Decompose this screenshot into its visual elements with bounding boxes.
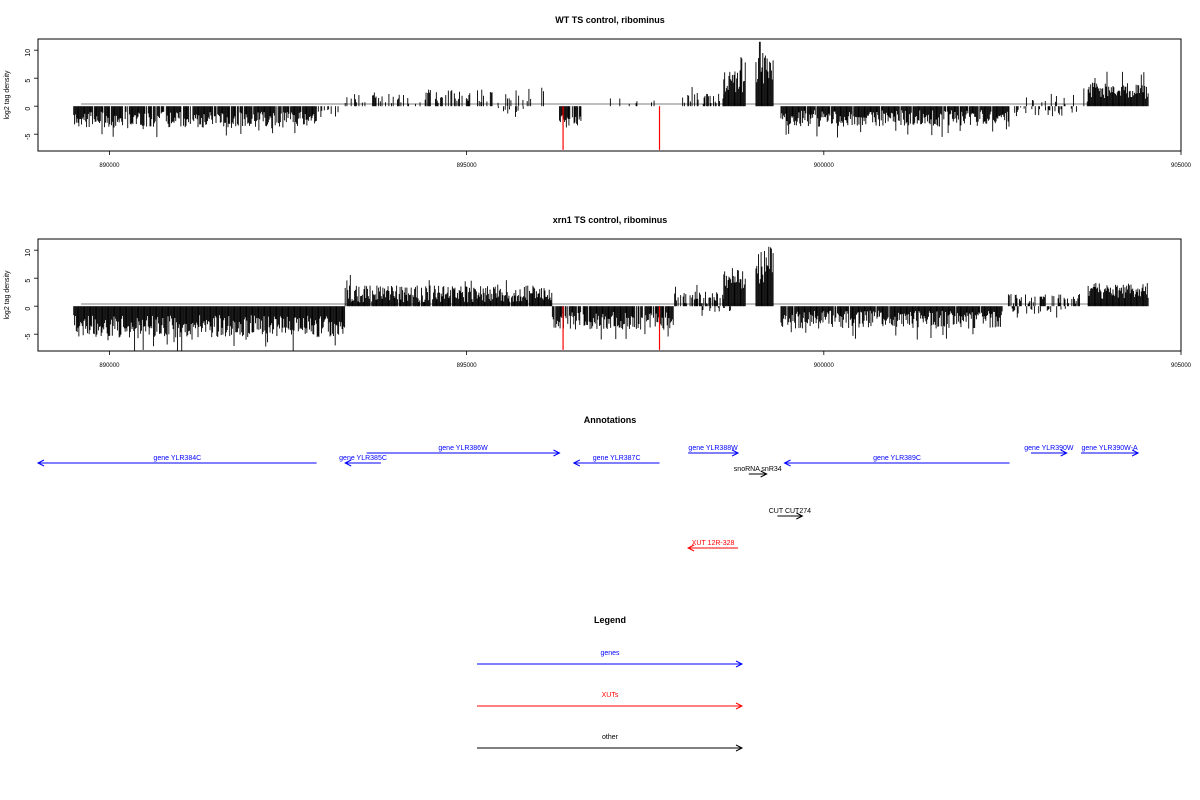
y-axis-label-wt: log2 tag density bbox=[4, 70, 11, 120]
annotation-arrowhead bbox=[760, 470, 768, 478]
annotation-arrowhead bbox=[796, 512, 804, 520]
annotation-arrowhead bbox=[686, 544, 695, 552]
annotation-label: CUT CUT274 bbox=[769, 508, 811, 515]
annotation-label: gene YLR389C bbox=[873, 455, 921, 462]
legend-panel: Legend genes XUTs other bbox=[477, 615, 744, 752]
legend-arrowhead bbox=[735, 660, 744, 668]
annotation-arrowhead bbox=[1131, 449, 1140, 457]
annotation-feature: gene YLR384C bbox=[36, 455, 317, 467]
annotation-label: gene YLR387C bbox=[593, 455, 641, 462]
y-tick-label: -5 bbox=[25, 133, 32, 139]
plot-frame-xrn1 bbox=[37, 238, 1182, 352]
legend-item: other bbox=[477, 734, 744, 752]
y-tick-label: 10 bbox=[25, 49, 32, 57]
annotation-arrowhead bbox=[731, 449, 740, 457]
annotation-label: gene YLR388W bbox=[688, 445, 738, 452]
y-tick-label: -5 bbox=[25, 333, 32, 339]
annotation-label: gene YLR390W bbox=[1024, 445, 1074, 452]
annotation-label: gene YLR385C bbox=[339, 455, 387, 462]
legend-title: Legend bbox=[594, 615, 626, 625]
annotation-feature: gene YLR390W-A bbox=[1080, 445, 1140, 457]
y-axis-label-xrn1: log2 tag density bbox=[4, 270, 11, 320]
plot-panel-wt: WT TS control, ribominus log2 tag densit… bbox=[4, 15, 1192, 169]
plot-title-xrn1: xrn1 TS control, ribominus bbox=[553, 215, 668, 225]
annotation-feature: gene YLR387C bbox=[572, 455, 660, 467]
legend-label: genes bbox=[600, 650, 620, 657]
x-tick-label: 900000 bbox=[814, 363, 835, 369]
x-tick-label: 890000 bbox=[99, 163, 120, 169]
annotation-arrowhead bbox=[344, 459, 352, 467]
annotation-label: snoRNA snR34 bbox=[734, 466, 782, 473]
legend-arrowhead bbox=[735, 744, 744, 752]
x-tick-label: 890000 bbox=[99, 363, 120, 369]
bar-marks-xrn1 bbox=[73, 246, 1149, 352]
legend-arrowhead bbox=[735, 702, 744, 710]
y-tick-label: 0 bbox=[25, 107, 32, 111]
annotation-feature: gene YLR390W bbox=[1024, 445, 1074, 457]
annotations-panel: Annotations gene YLR384C gene YLR385Cgene… bbox=[36, 415, 1140, 552]
plot-frame-wt bbox=[37, 38, 1182, 152]
legend-item: genes bbox=[477, 650, 744, 668]
annotation-label: gene YLR386W bbox=[438, 445, 488, 452]
y-tick-label: 0 bbox=[25, 307, 32, 311]
legend-item: XUTs bbox=[477, 692, 744, 710]
annotation-feature: XUT 12R-328 bbox=[686, 540, 739, 552]
annotation-arrowhead bbox=[553, 449, 561, 457]
plot-title-wt: WT TS control, ribominus bbox=[555, 15, 665, 25]
legend-label: XUTs bbox=[602, 692, 619, 699]
annotation-feature: gene YLR386W bbox=[366, 445, 561, 457]
x-tick-label: 900000 bbox=[814, 163, 835, 169]
annotations-title: Annotations bbox=[584, 415, 637, 425]
annotation-label: gene YLR384C bbox=[153, 455, 201, 462]
annotation-arrowhead bbox=[36, 459, 45, 467]
annotation-arrowhead bbox=[572, 459, 581, 467]
annotation-arrowhead bbox=[783, 459, 791, 467]
annotation-features: gene YLR384C gene YLR385C gene YLR386W gene… bbox=[36, 445, 1140, 552]
y-tick-label: 10 bbox=[25, 249, 32, 257]
legend-label: other bbox=[602, 734, 619, 741]
x-tick-label: 895000 bbox=[457, 363, 478, 369]
annotation-feature: gene YLR389C bbox=[783, 455, 1010, 467]
legend-items: genes XUTs other bbox=[477, 650, 744, 752]
annotation-label: XUT 12R-328 bbox=[692, 540, 735, 547]
y-tick-label: 5 bbox=[25, 79, 32, 83]
axes-wt: 890000 895000 900000 905000 -5 0 5 10 bbox=[25, 49, 1192, 169]
bar-marks-wt bbox=[73, 41, 1149, 150]
plot-panel-xrn1: xrn1 TS control, ribominus log2 tag dens… bbox=[4, 215, 1192, 369]
axes-xrn1: 890000 895000 900000 905000 -5 0 5 10 bbox=[25, 249, 1192, 369]
x-tick-label: 905000 bbox=[1171, 163, 1192, 169]
annotation-feature: CUT CUT274 bbox=[769, 508, 811, 520]
y-tick-label: 5 bbox=[25, 279, 32, 283]
annotation-feature: snoRNA snR34 bbox=[734, 466, 782, 478]
annotation-arrowhead bbox=[1060, 449, 1068, 457]
x-tick-label: 905000 bbox=[1171, 363, 1192, 369]
x-tick-label: 895000 bbox=[457, 163, 478, 169]
annotation-label: gene YLR390W-A bbox=[1081, 445, 1137, 452]
annotation-feature: gene YLR385C bbox=[339, 455, 387, 467]
annotation-feature: gene YLR388W bbox=[688, 445, 740, 457]
